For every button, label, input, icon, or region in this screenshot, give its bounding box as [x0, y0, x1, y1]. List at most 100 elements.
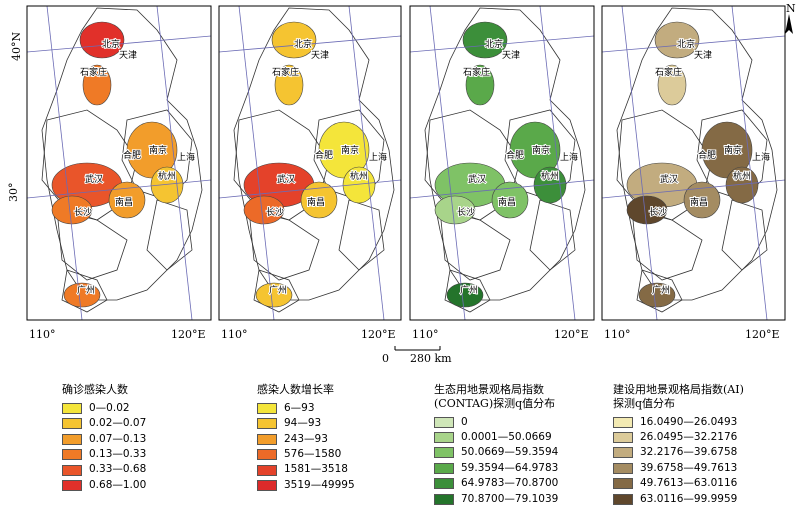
city-label-changsha: 长沙 [74, 206, 92, 218]
city-label-nanjing: 南京 [724, 144, 742, 156]
scale-zero: 0 [382, 352, 389, 365]
city-label-wuhan: 武汉 [277, 173, 295, 185]
legend-label: 1581—3518 [284, 463, 348, 476]
lon-label-110: 110° [412, 328, 439, 341]
city-label-shijiazhuang: 石家庄 [272, 66, 299, 78]
city-label-beijing: 北京 [294, 38, 312, 50]
lon-label-120: 120°E [171, 328, 206, 341]
graticule-line [410, 35, 594, 53]
map-region [150, 166, 184, 204]
map-region [533, 166, 567, 204]
legend-item: 3519—49995 [257, 478, 355, 493]
map-region [626, 195, 668, 225]
graticule-line [27, 179, 211, 199]
city-label-tianjin: 天津 [119, 50, 137, 61]
city-label-guangzhou: 广州 [460, 284, 478, 296]
legend-title: 确诊感染人数 [62, 383, 128, 396]
graticule-line [602, 179, 785, 199]
lon-label-120: 120°E [361, 328, 396, 341]
legend-label: 49.7613—63.0116 [640, 477, 738, 490]
city-label-guangzhou: 广州 [77, 284, 95, 296]
map-region [255, 282, 293, 308]
graticule-line [348, 6, 385, 320]
legend-label: 94—93 [284, 417, 322, 430]
legend-swatch [62, 402, 82, 414]
city-label-hefei: 合肥 [123, 149, 141, 161]
legend-title: 建设用地景观格局指数(AI) [613, 383, 744, 396]
legend-label: 16.0490—26.0493 [640, 415, 738, 428]
legend-swatch [434, 432, 454, 444]
scale-bar: 0 280 km [382, 346, 452, 365]
map-region [108, 181, 146, 219]
legend-title: (CONTAG)探测q值分布 [434, 396, 556, 410]
city-label-hefei: 合肥 [315, 149, 333, 161]
city-label-nanchang: 南昌 [690, 196, 708, 208]
lon-label-110: 110° [604, 328, 631, 341]
legend-label: 0—0.02 [89, 401, 130, 414]
city-label-guangzhou: 广州 [652, 284, 670, 296]
city-label-shijiazhuang: 石家庄 [80, 66, 107, 78]
legend-swatch [613, 416, 633, 428]
legend-swatch [62, 464, 82, 476]
city-label-nanchang: 南昌 [498, 196, 516, 208]
legend-label: 0.02—0.07 [89, 417, 147, 430]
legend-label: 70.8700—79.1039 [461, 492, 559, 505]
legend-label: 26.0495—32.2176 [640, 431, 738, 444]
legend-swatch [613, 478, 633, 490]
legend-item: 243—93 [257, 432, 355, 447]
city-label-nanchang: 南昌 [307, 196, 325, 208]
legend-label: 0.0001—50.0669 [461, 431, 552, 444]
city-label-tianjin: 天津 [311, 50, 329, 61]
city-label-nanchang: 南昌 [115, 196, 133, 208]
city-label-changsha: 长沙 [266, 206, 284, 218]
legend-item: 64.9783—70.8700 [434, 476, 558, 491]
city-label-hangzhou: 杭州 [541, 170, 559, 182]
legend-item: 0.02—0.07 [62, 416, 146, 431]
map-region [271, 21, 317, 59]
city-label-hangzhou: 杭州 [733, 170, 751, 182]
map-region [462, 21, 508, 59]
map-region [725, 166, 759, 204]
graticule-line [602, 35, 785, 53]
city-label-hefei: 合肥 [506, 149, 524, 161]
legend-item: 16.0490—26.0493 [613, 415, 744, 430]
lon-label-110: 110° [221, 328, 248, 341]
lon-label-120: 120°E [745, 328, 780, 341]
legend-label: 39.6758—49.7613 [640, 461, 738, 474]
legend-label: 0.33—0.68 [89, 463, 147, 476]
legend-swatch [434, 478, 454, 490]
legend-label: 32.2176—39.6758 [640, 446, 738, 459]
graticule-line [219, 35, 401, 53]
legend-item: 0.13—0.33 [62, 447, 146, 462]
legend-swatch [613, 432, 633, 444]
legend-label: 0.68—1.00 [89, 478, 147, 491]
city-label-beijing: 北京 [485, 38, 503, 50]
city-label-nanjing: 南京 [532, 144, 550, 156]
legend-contag: 生态用地景观格局指数 (CONTAG)探测q值分布 0 0.0001—50.0669 5… [434, 383, 558, 507]
legend-label: 64.9783—70.8700 [461, 477, 559, 490]
legend-swatch [257, 418, 277, 430]
map-region [243, 195, 285, 225]
north-arrow: N [785, 2, 796, 34]
legend-item: 50.0669—59.3594 [434, 445, 558, 460]
map-region [82, 64, 112, 106]
legend-title: 感染人数增长率 [257, 383, 334, 396]
graticule-line [156, 6, 193, 320]
scale-distance: 280 km [410, 352, 452, 365]
legend-swatch [62, 449, 82, 461]
map-region [274, 64, 304, 106]
city-label-wuhan: 武汉 [85, 173, 103, 185]
city-label-shanghai: 上海 [560, 151, 578, 163]
legend-ai: 建设用地景观格局指数(AI) 探测q值分布 16.0490—26.0493 26.04… [613, 383, 744, 507]
graticule-line [46, 6, 83, 320]
city-label-nanjing: 南京 [341, 144, 359, 156]
legend-swatch [62, 433, 82, 445]
legend-item: 576—1580 [257, 447, 355, 462]
city-label-changsha: 长沙 [649, 206, 667, 218]
graticule-line [27, 35, 211, 53]
legend-swatch [257, 402, 277, 414]
legend-label: 0 [461, 415, 468, 428]
city-label-hefei: 合肥 [698, 149, 716, 161]
